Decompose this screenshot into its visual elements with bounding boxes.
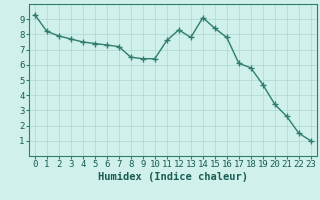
- X-axis label: Humidex (Indice chaleur): Humidex (Indice chaleur): [98, 172, 248, 182]
